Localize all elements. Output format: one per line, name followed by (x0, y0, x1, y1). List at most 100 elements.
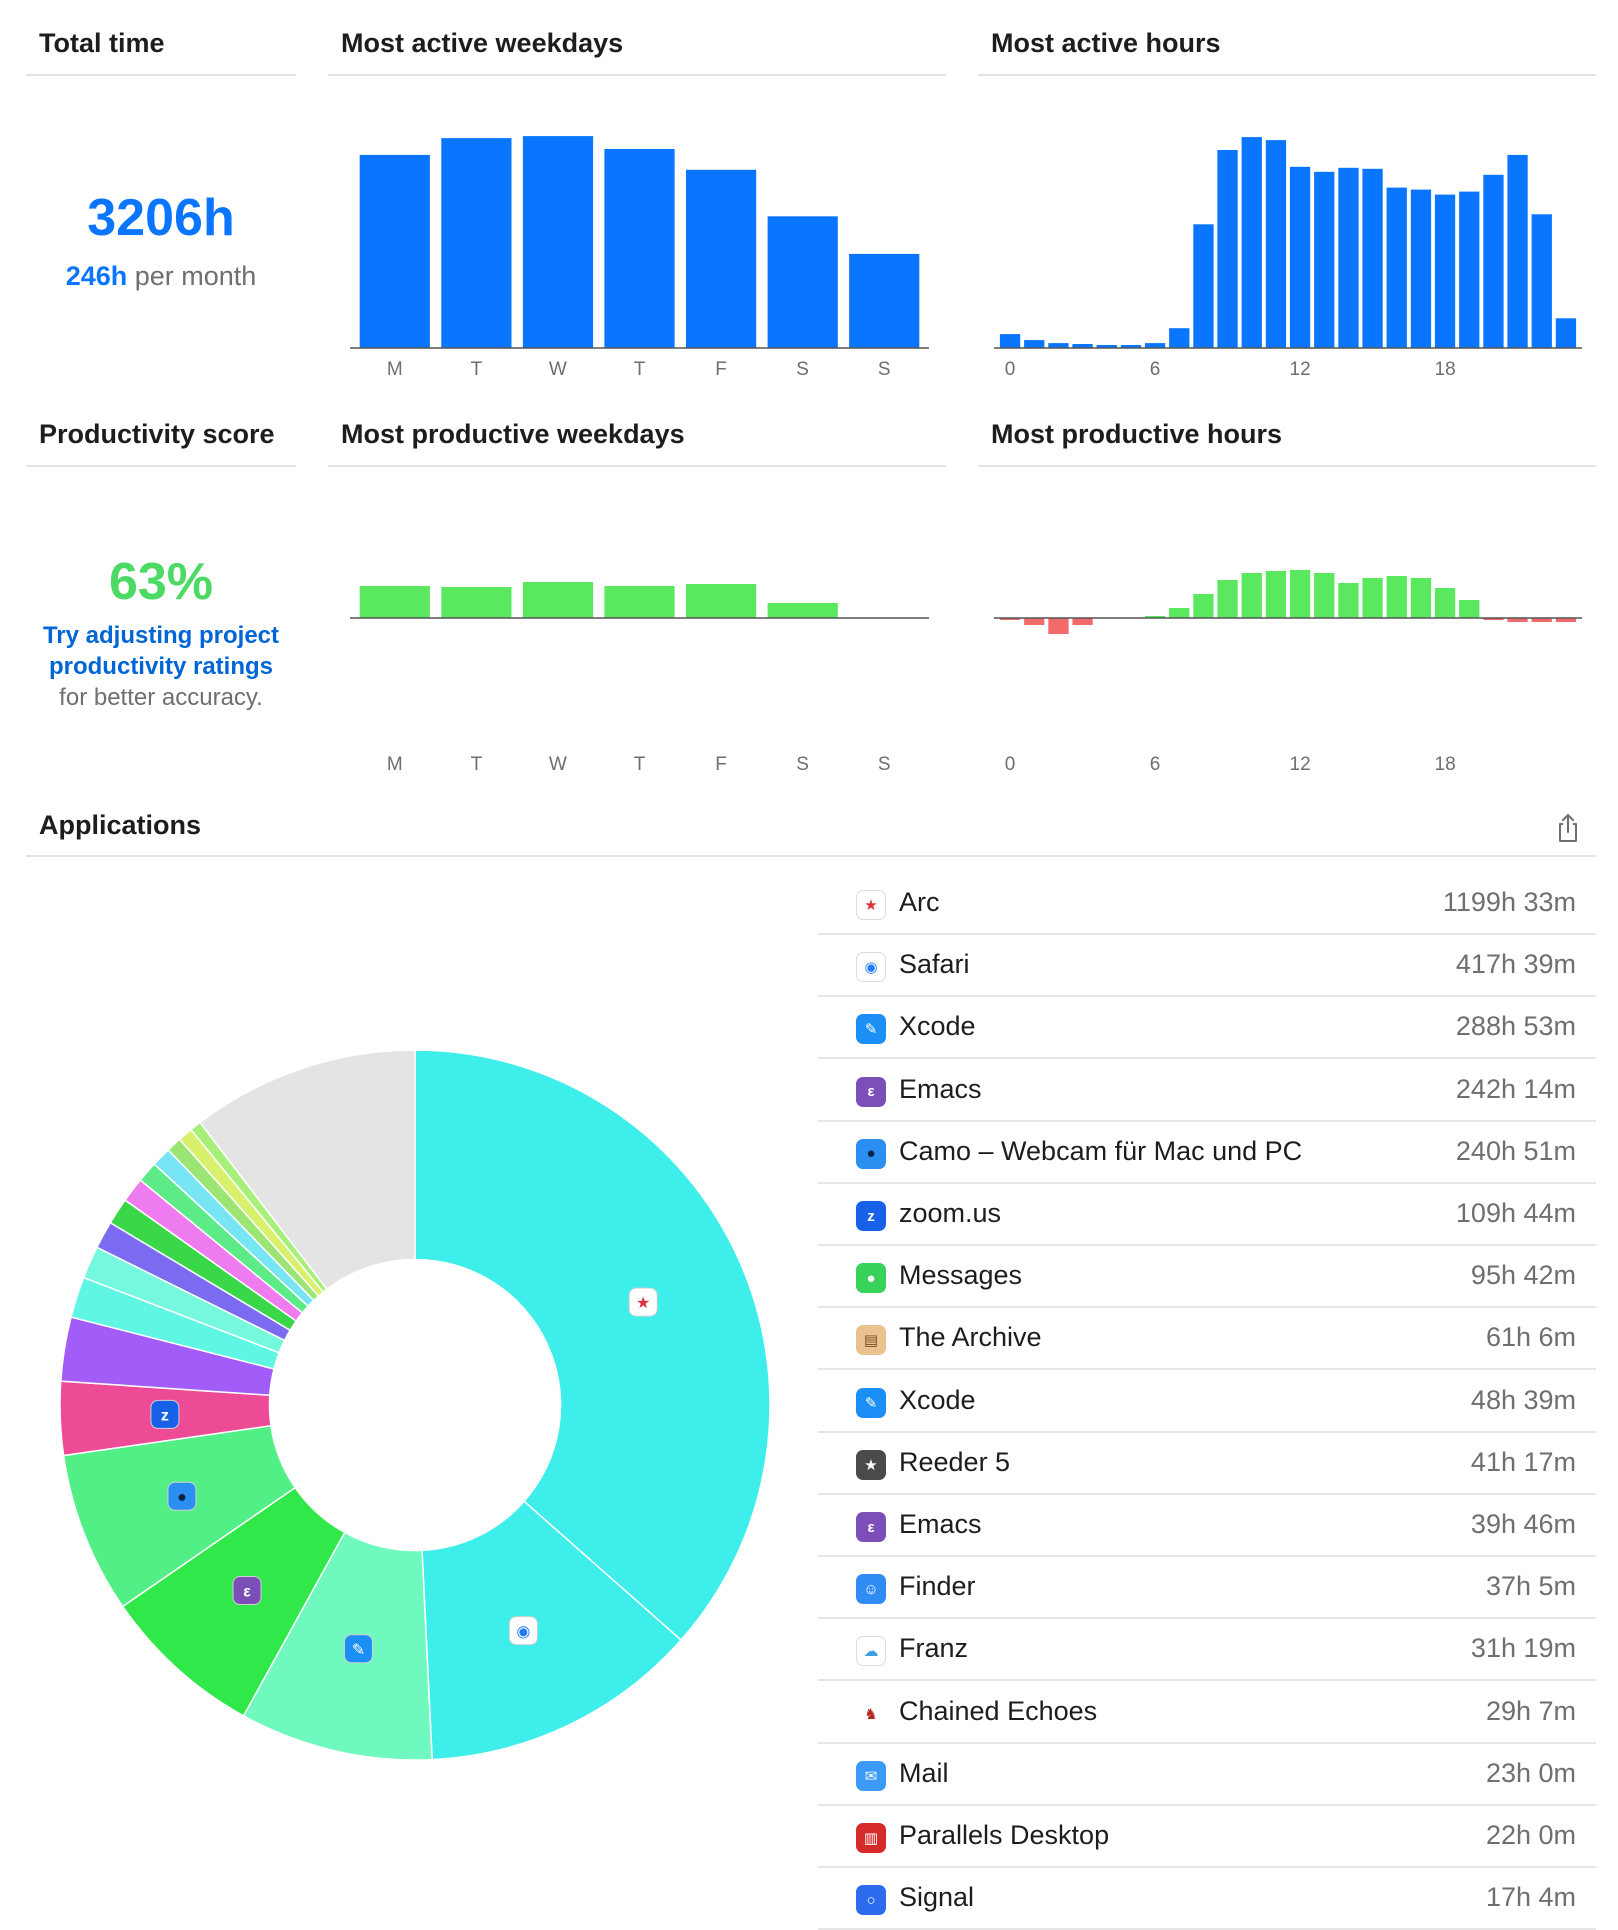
chart-bar (686, 584, 757, 618)
divider (978, 465, 1596, 467)
chart-bar (767, 603, 838, 618)
app-name: Finder (899, 1571, 976, 1602)
list-item[interactable]: ● Messages 95h 42m (818, 1246, 1596, 1309)
app-name: Arc (899, 887, 940, 917)
reeder-icon: ★ (856, 1449, 886, 1480)
per-month-suffix: per month (127, 261, 257, 291)
tick-label: 18 (1435, 359, 1456, 380)
app-name: Xcode (899, 1011, 976, 1042)
archive-icon: ▤ (856, 1325, 886, 1356)
donut-slice-icon: z (150, 1399, 180, 1429)
app-time: 23h 0m (1485, 1757, 1576, 1788)
tick-label: S (796, 754, 809, 775)
divider (26, 855, 1596, 857)
app-time: 48h 39m (1470, 1384, 1576, 1415)
chart-bar (1434, 588, 1456, 618)
app-time: 39h 46m (1470, 1509, 1576, 1539)
tick-label: T (634, 359, 646, 380)
chart-bar (1314, 171, 1335, 348)
hint-suffix: for better accuracy. (59, 684, 263, 711)
chart-bar (604, 149, 675, 348)
share-button[interactable] (1554, 812, 1582, 844)
total-time-title: Total time (39, 28, 165, 58)
donut-slice-icon: ε (232, 1576, 262, 1606)
divider (818, 1803, 1596, 1806)
donut-slice[interactable] (414, 1049, 771, 1642)
chart-bar (1169, 328, 1190, 348)
donut-slice-icon: ✎ (343, 1634, 373, 1664)
chart-bar (999, 618, 1021, 620)
chart-bar (1144, 616, 1166, 618)
list-item[interactable]: ✉ Mail 23h 0m (818, 1744, 1596, 1806)
list-item[interactable]: z zoom.us 109h 44m (818, 1184, 1596, 1246)
tick-label: 6 (1150, 359, 1161, 380)
tick-label: T (471, 359, 483, 380)
list-item[interactable]: ○ Signal 17h 4m (818, 1868, 1596, 1930)
chart-bar (522, 582, 594, 618)
list-item[interactable]: ▥ Parallels Desktop 22h 0m (818, 1806, 1596, 1868)
app-name: Emacs (899, 1073, 982, 1104)
tick-label: 6 (1150, 754, 1161, 775)
app-time: 22h 0m (1485, 1820, 1576, 1850)
app-name: Emacs (899, 1509, 982, 1539)
tick-label: M (387, 754, 403, 775)
chart-bar (441, 138, 512, 348)
donut-slice[interactable] (421, 1500, 683, 1761)
app-time: 288h 53m (1455, 1011, 1576, 1042)
divider (818, 995, 1596, 998)
donut-slice[interactable] (199, 1049, 416, 1291)
list-item[interactable]: ☁ Franz 31h 19m (818, 1619, 1596, 1682)
chart-bar (1362, 168, 1383, 348)
chart-bar (1169, 608, 1190, 618)
adjust-ratings-link[interactable]: Try adjusting project productivity ratin… (26, 620, 296, 682)
svg-text:ε: ε (243, 1584, 251, 1601)
adjust-ratings-link-line2: productivity ratings (48, 653, 274, 680)
list-item[interactable]: ◉ Safari 417h 39m (818, 935, 1596, 998)
list-item[interactable]: ● Camo – Webcam für Mac und PC 240h 51m (818, 1122, 1596, 1184)
safari-icon: ◉ (856, 952, 886, 983)
chart-bar (1120, 345, 1142, 348)
tick-label: T (634, 754, 646, 775)
app-name: zoom.us (899, 1198, 1002, 1228)
divider (26, 74, 296, 76)
chart-bar (1289, 166, 1311, 348)
active-hours-title: Most active hours (991, 28, 1221, 58)
tick-label: S (878, 754, 891, 775)
chart-bar (1386, 187, 1407, 348)
applications-donut-chart: ★ ◉ ✎ ε ● z (59, 1049, 771, 1761)
app-time: 37h 5m (1485, 1571, 1576, 1602)
list-item[interactable]: ε Emacs 242h 14m (818, 1060, 1596, 1122)
list-item[interactable]: ★ Arc 1199h 33m (818, 873, 1596, 935)
franz-icon: ☁ (856, 1636, 886, 1667)
applications-title: Applications (39, 810, 202, 840)
list-item[interactable]: ▤ The Archive 61h 6m (818, 1308, 1596, 1371)
list-item[interactable]: ★ Reeder 5 41h 17m (818, 1433, 1596, 1495)
chart-bar (1241, 573, 1262, 618)
tick-label: S (796, 359, 809, 380)
chart-bar (849, 253, 920, 348)
chart-bar (1265, 140, 1287, 348)
tick-label: M (387, 359, 403, 380)
app-name: Mail (899, 1757, 949, 1788)
xcode-icon: ✎ (856, 1014, 886, 1045)
list-item[interactable]: ✎ Xcode 48h 39m (818, 1371, 1596, 1433)
chart-bar (1483, 174, 1504, 349)
tick-label: W (549, 359, 567, 380)
tick-label: S (878, 359, 891, 380)
list-item[interactable]: ♞ Chained Echoes 29h 7m (818, 1682, 1596, 1744)
active-weekdays-title: Most active weekdays (341, 28, 624, 58)
chart-bar (1217, 150, 1238, 348)
donut-slice[interactable] (242, 1531, 433, 1761)
chart-bar (1072, 344, 1093, 348)
chart-bar (1531, 618, 1552, 622)
divider (818, 1057, 1596, 1060)
chart-bar (1338, 167, 1359, 348)
list-item[interactable]: ✎ Xcode 288h 53m (818, 997, 1596, 1060)
list-item[interactable]: ☺ Finder 37h 5m (818, 1557, 1596, 1620)
list-item[interactable]: ε Emacs 39h 46m (818, 1495, 1596, 1557)
chart-bar (1096, 345, 1117, 348)
app-time: 240h 51m (1455, 1135, 1576, 1166)
active-hours-chart: 0 6 12 18 (994, 137, 1582, 380)
